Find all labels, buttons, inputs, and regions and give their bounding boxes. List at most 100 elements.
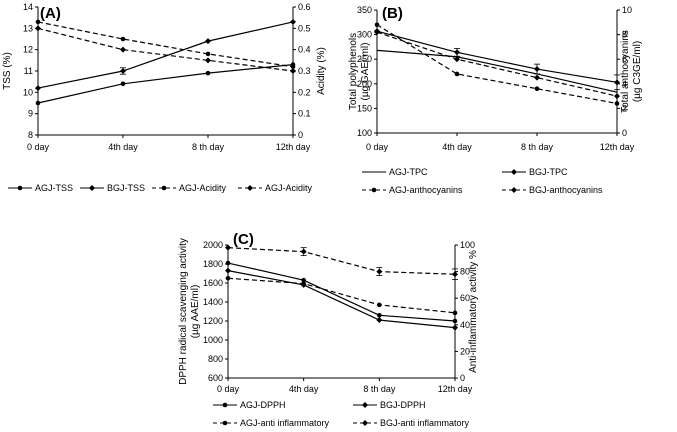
legend-marker <box>362 420 368 426</box>
data-point <box>290 68 296 74</box>
legend-label: BGJ-TSS <box>107 183 145 193</box>
y-tick-label: 14 <box>23 2 33 12</box>
y2-tick-label: 6 <box>622 54 627 64</box>
series-agj-anthocyanins <box>374 22 620 106</box>
data-point <box>35 85 41 92</box>
x-tick-label: 0 day <box>366 142 389 152</box>
y-tick-label: 350 <box>357 5 372 15</box>
y-tick-label: 2000 <box>203 240 223 250</box>
y-tick-label: 800 <box>208 354 223 364</box>
legend-label: AGJ-DPPH <box>240 400 286 410</box>
legend-marker <box>247 185 253 191</box>
chart-panel-1 <box>35 6 296 138</box>
legend-marker <box>17 185 23 191</box>
legend-label: AGJ-Acidity <box>265 183 313 193</box>
series-line <box>376 30 618 83</box>
y2-axis-title-unit: (µg C3GE/ml) <box>632 41 643 102</box>
y2-tick-label: 0.5 <box>298 23 311 33</box>
series-line <box>376 24 618 105</box>
y-tick-label: 1800 <box>203 259 223 269</box>
data-point <box>205 70 211 76</box>
y2-tick-label: 4 <box>622 79 627 89</box>
y-tick-label: 11 <box>24 66 33 76</box>
data-point <box>290 64 296 70</box>
series-agj-acidity <box>35 19 296 70</box>
series-line <box>37 21 294 68</box>
x-tick-label: 4th day <box>442 142 472 152</box>
data-point <box>534 86 540 92</box>
series-line <box>37 64 294 104</box>
data-point <box>454 71 460 77</box>
legend-2 <box>362 169 526 193</box>
y-tick-label: 1600 <box>203 278 223 288</box>
x-tick-label: 12th day <box>276 142 311 152</box>
y2-tick-label: 40 <box>460 320 470 330</box>
data-point <box>374 22 380 28</box>
series-agj-dpph <box>225 260 458 324</box>
x-tick-label: 4th day <box>289 384 319 394</box>
legend-1 <box>8 185 262 191</box>
data-point <box>120 81 126 87</box>
series-line <box>227 247 456 275</box>
data-point <box>374 29 380 36</box>
data-point <box>534 66 540 73</box>
chart-panel-3 <box>225 244 458 381</box>
y2-tick-label: 60 <box>460 293 470 303</box>
y2-tick-label: 0.4 <box>298 45 311 55</box>
y-tick-label: 10 <box>23 87 33 97</box>
y2-axis-title: Acidity (%) <box>316 47 327 95</box>
series-line <box>227 270 456 329</box>
data-point <box>225 275 231 281</box>
y2-tick-label: 0 <box>622 128 627 138</box>
y2-tick-label: 8 <box>622 30 627 40</box>
series-line <box>37 27 294 72</box>
series-agj-acidity <box>35 25 296 74</box>
y2-tick-label: 2 <box>622 103 627 113</box>
series-agj-tpc <box>376 49 618 93</box>
data-point <box>205 57 211 64</box>
legend-label: AGJ-Acidity <box>179 183 227 193</box>
series-bgj-anti-inflammatory <box>225 244 458 280</box>
y-tick-label: 1000 <box>203 335 223 345</box>
y-tick-label: 600 <box>208 373 223 383</box>
legend-marker <box>511 187 517 193</box>
x-tick-label: 4th day <box>108 142 138 152</box>
legend-marker <box>222 420 228 426</box>
y2-axis-title: Anti-inflammatory activity % <box>468 250 479 373</box>
legend-marker <box>362 402 368 408</box>
y2-tick-label: 20 <box>460 346 470 356</box>
y-tick-label: 13 <box>23 23 33 33</box>
y2-tick-label: 0.1 <box>298 109 311 119</box>
data-point <box>534 74 540 81</box>
legend-label: BGJ-anti inflammatory <box>380 418 470 428</box>
legend-marker <box>161 185 167 191</box>
y-axis-title: TSS (%) <box>2 52 13 90</box>
y-tick-label: 200 <box>357 79 372 89</box>
y-tick-label: 100 <box>357 128 372 138</box>
data-point <box>614 101 620 106</box>
data-point <box>377 302 382 308</box>
data-point <box>614 79 620 86</box>
y-tick-label: 300 <box>357 30 372 40</box>
legend-label: AGJ-anti inflammatory <box>240 418 330 428</box>
legend-label: BGJ-DPPH <box>380 400 426 410</box>
series-agj-anti-inflammatory <box>225 275 458 316</box>
data-point <box>301 281 306 286</box>
series-line <box>376 49 618 93</box>
data-point <box>452 324 458 331</box>
data-point <box>301 277 306 283</box>
x-tick-label: 0 day <box>217 384 240 394</box>
data-point <box>452 271 458 278</box>
data-point <box>35 100 41 106</box>
legend-label: AGJ-TSS <box>35 183 73 193</box>
series-bgj-anthocyanins <box>374 29 620 100</box>
y2-tick-label: 0.3 <box>298 66 311 76</box>
series-agj-tss <box>35 62 296 106</box>
y-tick-label: 8 <box>28 130 33 140</box>
y-axis-title-unit: (µg GAE/ ml) <box>360 43 371 101</box>
legend-marker <box>371 187 377 193</box>
data-point <box>35 19 41 25</box>
legend-label: BGJ-TPC <box>529 167 568 177</box>
data-point <box>452 310 458 316</box>
data-point <box>454 49 460 56</box>
